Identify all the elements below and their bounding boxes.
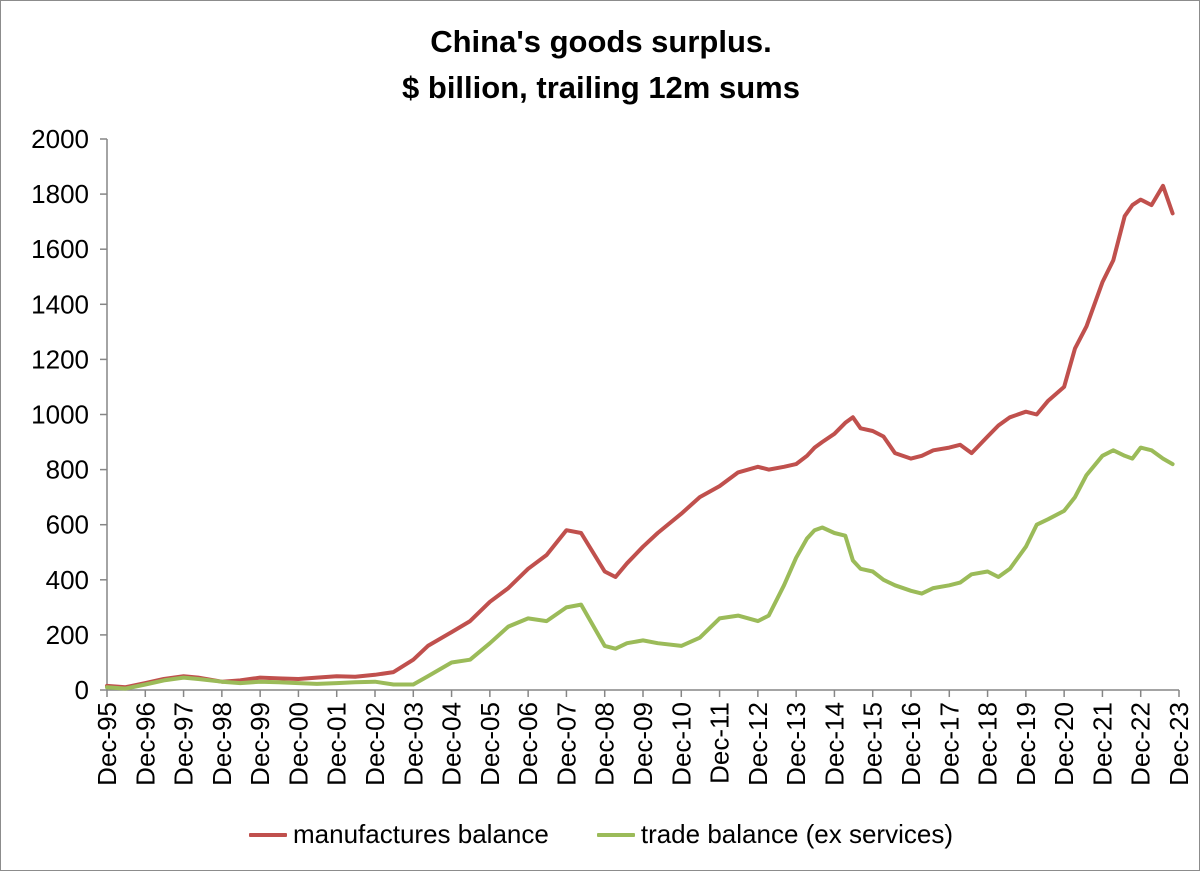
x-tick-label: Dec-02	[360, 702, 390, 786]
legend: manufactures balance trade balance (ex s…	[1, 819, 1199, 850]
x-tick-label: Dec-99	[245, 702, 275, 786]
x-tick-label: Dec-12	[743, 702, 773, 786]
x-tick-label: Dec-17	[934, 702, 964, 786]
chart-title-line2: $ billion, trailing 12m sums	[402, 70, 800, 105]
x-tick-label: Dec-10	[666, 702, 696, 786]
y-tick-label: 1800	[31, 179, 89, 209]
x-tick-label: Dec-19	[1011, 702, 1041, 786]
x-tick-label: Dec-95	[92, 702, 122, 786]
legend-label-trade: trade balance (ex services)	[640, 819, 953, 849]
legend-swatch-manufactures	[249, 832, 288, 837]
series-line-manufactures	[105, 183, 1175, 690]
x-tick-label: Dec-97	[169, 702, 199, 786]
y-tick-label: 2000	[31, 124, 89, 154]
x-tick-label: Dec-03	[398, 702, 428, 786]
x-tick-label: Dec-96	[130, 702, 160, 786]
x-tick-label: Dec-00	[283, 702, 313, 786]
x-tick-label: Dec-11	[705, 702, 735, 784]
series-group	[105, 183, 1175, 691]
x-tick-label: Dec-04	[437, 702, 467, 786]
x-tick-label: Dec-15	[858, 702, 888, 786]
x-tick-label: Dec-98	[207, 702, 237, 786]
chart-title-line1: China's goods surplus.	[430, 24, 772, 59]
legend-swatch-trade	[596, 832, 635, 837]
x-tick-label: Dec-22	[1126, 702, 1156, 786]
x-tick-label: Dec-21	[1087, 702, 1117, 786]
x-tick-label: Dec-16	[896, 702, 926, 786]
y-tick-label: 600	[46, 510, 89, 540]
series-line-trade	[105, 445, 1175, 691]
y-tick-label: 1200	[31, 344, 89, 374]
x-tick-label: Dec-08	[590, 702, 620, 786]
x-tick-label: Dec-18	[973, 702, 1003, 786]
y-tick-label: 1000	[31, 400, 89, 430]
axes-group: 0 200 400 600 800 1000 1200 1400 1600 1800 2000 Dec…	[31, 124, 1194, 786]
x-tick-label: Dec-23	[1164, 702, 1194, 786]
x-tick-label: Dec-09	[628, 702, 658, 786]
x-tick-label: Dec-14	[819, 702, 849, 786]
chart-title: China's goods surplus. $ billion, traili…	[1, 19, 1199, 111]
legend-item-manufactures: manufactures balance	[249, 819, 549, 850]
y-tick-label: 400	[46, 565, 89, 595]
legend-item-trade: trade balance (ex services)	[596, 819, 953, 850]
x-tick-label: Dec-07	[551, 702, 581, 786]
x-tick-label: Dec-13	[781, 702, 811, 786]
y-tick-label: 800	[46, 455, 89, 485]
y-tick-label: 200	[46, 620, 89, 650]
x-tick-label: Dec-20	[1049, 702, 1079, 786]
x-tick-label: Dec-05	[475, 702, 505, 786]
x-tick-label: Dec-01	[322, 702, 352, 786]
x-tick-label: Dec-06	[513, 702, 543, 786]
legend-label-manufactures: manufactures balance	[293, 819, 549, 849]
y-tick-label: 0	[75, 675, 89, 705]
y-tick-label: 1600	[31, 234, 89, 264]
y-tick-label: 1400	[31, 289, 89, 319]
